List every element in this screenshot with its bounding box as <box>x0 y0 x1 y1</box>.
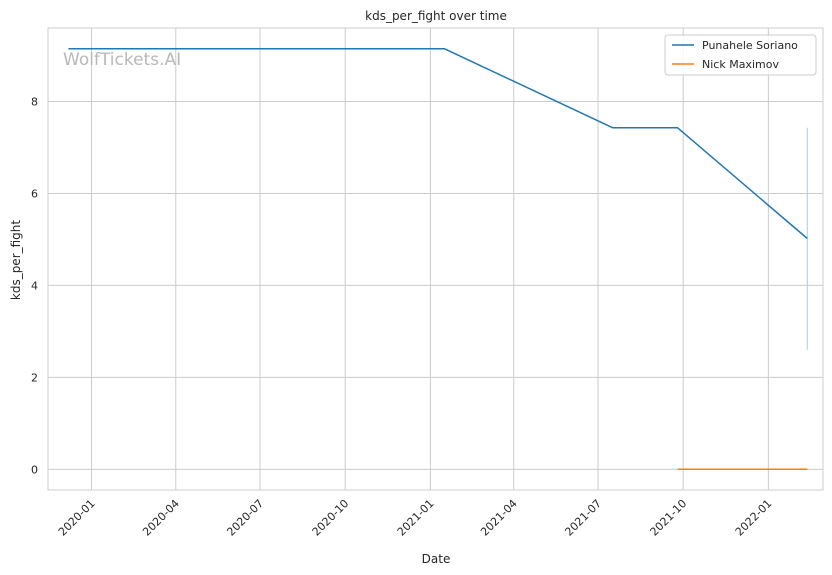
x-tick-label: 2021-10 <box>648 497 690 539</box>
x-tick-label: 2021-04 <box>478 497 520 539</box>
x-tick-label: 2021-07 <box>562 497 604 539</box>
x-tick-label: 2020-07 <box>224 497 266 539</box>
x-tick-label: 2020-04 <box>140 497 182 539</box>
x-tick-label: 2022-01 <box>733 497 775 539</box>
x-axis-label: Date <box>422 552 451 566</box>
series-layer <box>68 47 808 471</box>
watermark-text: WolfTickets.AI <box>63 50 181 70</box>
y-tick-label: 8 <box>31 96 38 109</box>
y-tick-label: 6 <box>31 187 38 200</box>
x-tick-label: 2021-01 <box>395 497 437 539</box>
legend-label: Punahele Soriano <box>702 39 798 52</box>
series-line-punahele-soriano <box>68 47 808 240</box>
y-tick-label: 4 <box>31 279 38 292</box>
y-axis-label: kds_per_fight <box>9 220 23 301</box>
y-tick-label: 0 <box>31 463 38 476</box>
legend-label: Nick Maximov <box>702 58 779 71</box>
plot-area <box>48 28 823 490</box>
plot-frame <box>47 27 824 491</box>
legend-box <box>664 34 817 76</box>
x-tick-label: 2020-01 <box>56 497 98 539</box>
y-tick-label: 2 <box>31 371 38 384</box>
chart-title: kds_per_fight over time <box>365 9 507 23</box>
legend: Punahele Soriano Nick Maximov <box>664 34 817 76</box>
x-tick-label: 2020-10 <box>310 497 352 539</box>
